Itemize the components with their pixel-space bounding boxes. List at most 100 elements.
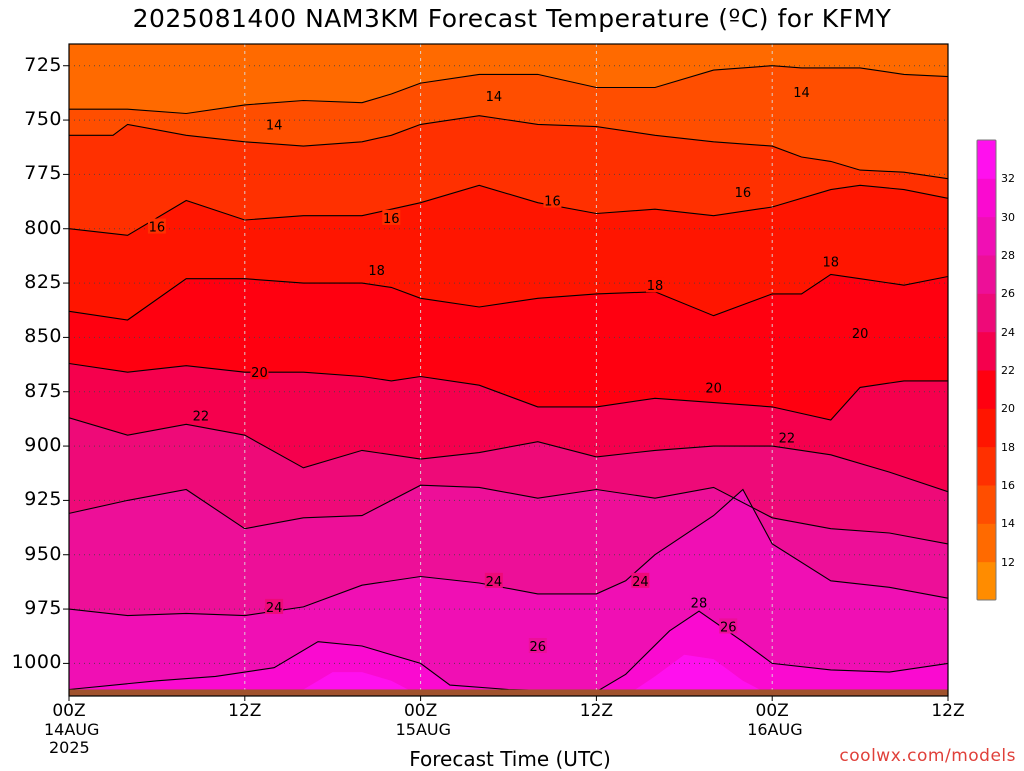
contour-label-24-17: 24 bbox=[631, 572, 650, 590]
x-tick-label: 00Z bbox=[403, 701, 438, 721]
contour-label-text: 22 bbox=[193, 410, 210, 425]
colorbar-swatch-4 bbox=[977, 408, 996, 448]
y-tick-label: 925 bbox=[24, 488, 62, 511]
contour-label-26-18: 26 bbox=[528, 638, 547, 655]
y-tick-label: 775 bbox=[24, 162, 62, 185]
colorbar-swatch-10 bbox=[977, 178, 996, 218]
source-credit: coolwx.com/models bbox=[839, 746, 1016, 766]
contour-label-bg bbox=[382, 209, 401, 225]
colorbar-tick-label: 32 bbox=[1001, 172, 1015, 186]
colorbar-swatch-9 bbox=[977, 216, 996, 256]
x-axis-label: Forecast Time (UTC) bbox=[409, 747, 611, 771]
x-date-label: 15AUG bbox=[395, 720, 452, 739]
x-year-label: 2025 bbox=[49, 738, 90, 757]
contour-label-bg bbox=[851, 325, 870, 341]
colorbar-tick-label: 20 bbox=[1001, 402, 1015, 416]
colorbar-tick-label: 24 bbox=[1001, 325, 1015, 339]
contour-label-16-6: 16 bbox=[733, 183, 752, 201]
contour-label-26-19: 26 bbox=[719, 618, 738, 635]
contour-label-text: 28 bbox=[691, 597, 708, 612]
x-tick-label: 00Z bbox=[755, 701, 789, 721]
contour-label-text: 22 bbox=[779, 431, 796, 446]
contour-line-18 bbox=[69, 184, 948, 236]
colorbar-tick-label: 28 bbox=[1001, 249, 1015, 262]
contour-label-bg bbox=[484, 572, 503, 588]
temperature-band-32 bbox=[69, 654, 948, 696]
y-tick-label: 800 bbox=[24, 216, 62, 239]
contour-label-bg bbox=[646, 277, 664, 293]
contour-label-bg bbox=[689, 594, 708, 610]
contour-label-18-9: 18 bbox=[821, 253, 840, 270]
x-tick-label: 12Z bbox=[579, 701, 614, 721]
colorbar-tick-label: 14 bbox=[1001, 517, 1015, 531]
x-tick-label: 00Z bbox=[52, 701, 86, 721]
x-date-label: 14AUG bbox=[44, 720, 100, 739]
contour-label-text: 18 bbox=[823, 255, 840, 270]
colorbar-swatch-7 bbox=[977, 293, 996, 333]
contour-label-bg bbox=[719, 618, 738, 634]
contour-label-text: 18 bbox=[647, 279, 664, 294]
colorbar-tick-label: 12 bbox=[1001, 555, 1015, 569]
colorbar-tick-label: 26 bbox=[1001, 287, 1015, 301]
contour-label-text: 16 bbox=[383, 212, 400, 227]
contour-label-bg bbox=[777, 429, 796, 445]
colorbar-swatch-11 bbox=[977, 140, 996, 179]
contour-label-bg bbox=[191, 407, 210, 423]
colorbar-swatch-2 bbox=[977, 485, 996, 524]
contour-line-20 bbox=[69, 273, 948, 321]
contour-label-text: 14 bbox=[793, 86, 810, 101]
colorbar-tick-label: 18 bbox=[1001, 440, 1015, 454]
contour-label-text: 16 bbox=[544, 194, 561, 209]
contour-label-20-12: 20 bbox=[851, 325, 870, 342]
contour-label-text: 20 bbox=[705, 381, 722, 396]
contour-label-24-15: 24 bbox=[265, 598, 284, 616]
colorbar-frame bbox=[976, 139, 997, 601]
contour-label-bg bbox=[484, 88, 503, 104]
contour-label-16-3: 16 bbox=[147, 218, 166, 236]
contour-label-bg bbox=[792, 83, 811, 99]
contour-label-20-11: 20 bbox=[704, 379, 723, 396]
contour-label-bg bbox=[704, 379, 723, 395]
contour-label-bg bbox=[367, 262, 386, 278]
colorbar-swatch-1 bbox=[977, 523, 996, 563]
colorbar-swatch-0 bbox=[977, 561, 996, 600]
x-tick-label: 12Z bbox=[228, 701, 262, 721]
contour-label-bg bbox=[265, 116, 284, 132]
colorbar-swatch-6 bbox=[977, 331, 996, 371]
contour-label-28-20: 28 bbox=[689, 594, 708, 612]
x-tick-label: 12Z bbox=[931, 701, 965, 721]
colorbar bbox=[977, 140, 996, 600]
contour-label-bg bbox=[733, 183, 752, 199]
contour-label-bg bbox=[631, 572, 650, 588]
contour-line-24 bbox=[69, 417, 948, 493]
y-tick-label: 950 bbox=[24, 542, 62, 565]
y-tick-label: 850 bbox=[24, 325, 62, 348]
contour-label-text: 26 bbox=[530, 640, 547, 655]
contour-label-bg bbox=[821, 253, 840, 269]
contour-line-22 bbox=[69, 362, 948, 421]
contour-label-text: 20 bbox=[852, 327, 869, 342]
contour-label-20-10: 20 bbox=[250, 364, 269, 381]
contour-label-text: 14 bbox=[486, 90, 503, 105]
contour-label-16-5: 16 bbox=[543, 192, 562, 209]
y-tick-label: 1000 bbox=[11, 651, 62, 674]
contour-label-14-2: 14 bbox=[792, 83, 811, 101]
y-tick-label: 725 bbox=[24, 53, 62, 76]
colorbar-swatch-3 bbox=[977, 446, 996, 486]
contour-label-text: 24 bbox=[486, 575, 503, 590]
ground-surface bbox=[69, 689, 948, 696]
contour-label-bg bbox=[250, 364, 269, 380]
contour-label-22-13: 22 bbox=[191, 407, 210, 425]
colorbar-swatch-8 bbox=[977, 255, 996, 294]
contour-label-18-8: 18 bbox=[646, 277, 664, 294]
contour-label-14-1: 14 bbox=[484, 88, 503, 105]
y-tick-label: 875 bbox=[24, 379, 62, 402]
y-tick-label: 750 bbox=[24, 108, 62, 131]
y-tick-label: 975 bbox=[24, 597, 62, 620]
contour-label-22-14: 22 bbox=[777, 429, 796, 446]
plot-area: 14 14 14 16 16 16 16 18 18 18 20 20 20 22 22 24 24 24 26 26… bbox=[69, 44, 948, 696]
contour-line-14 bbox=[69, 65, 948, 115]
contour-label-text: 24 bbox=[632, 575, 649, 590]
contour-label-24-16: 24 bbox=[484, 572, 503, 590]
